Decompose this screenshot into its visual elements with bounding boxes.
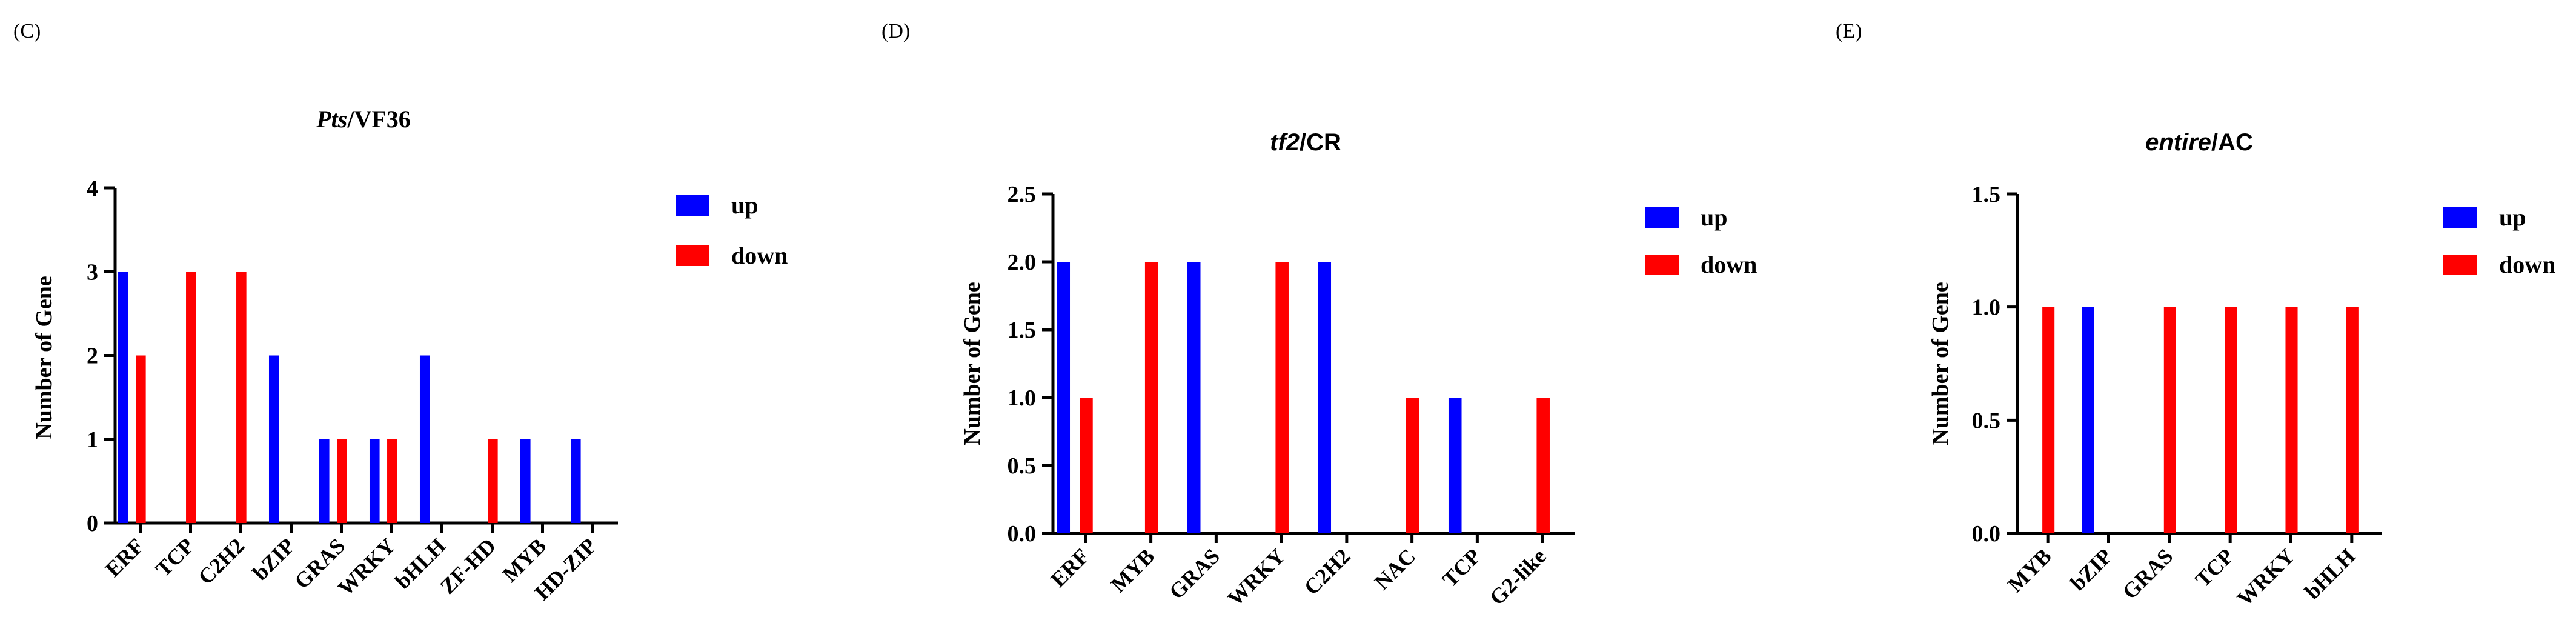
legend-swatch-up <box>676 195 709 216</box>
x-tick-label: MYB <box>1106 544 1160 597</box>
y-tick-label: 1.5 <box>1972 182 2001 207</box>
bar-down-WRKY <box>1275 262 1289 533</box>
y-tick-label: 1 <box>87 427 98 453</box>
bar-down-GRAS <box>337 439 347 523</box>
legend-label-down: down <box>1701 251 1757 278</box>
y-axis-title: Number of Gene <box>1928 282 1953 445</box>
bar-down-ERF <box>1080 398 1093 533</box>
x-tick-label: GRAS <box>1164 544 1224 604</box>
legend-swatch-down <box>2443 255 2477 275</box>
bar-down-WRKY <box>387 439 397 523</box>
bar-down-TCP <box>2225 307 2237 533</box>
chart-title: entire/AC <box>2145 129 2253 156</box>
bar-down-C2H2 <box>236 272 247 523</box>
chart-panel-2: (D) tf2/CR 0.0 0.5 1.0 1.5 2.0 2.5 Number of Gen… <box>881 20 1757 611</box>
y-tick-label: 0.0 <box>1972 521 2001 547</box>
y-tick-label: 0.5 <box>1972 408 2001 433</box>
bar-down-WRKY <box>2285 307 2298 533</box>
panel-label: (E) <box>1836 20 1862 42</box>
x-tick-label: TCP <box>1438 544 1486 592</box>
y-axis-title: Number of Gene <box>32 276 57 439</box>
x-tick-label: MYB <box>2003 544 2056 597</box>
legend-label-down: down <box>2499 251 2555 278</box>
bar-up-bHLH <box>419 355 430 523</box>
x-tick-label: bHLH <box>2300 544 2360 604</box>
chart-panel-3: (E) entire/AC 0.0 0.5 1.0 1.5 Number of Gene MY… <box>1836 20 2555 611</box>
y-tick-label: 0 <box>87 511 98 536</box>
legend-label-down: down <box>731 242 788 269</box>
x-tick-label: ERF <box>1046 544 1094 592</box>
chart-panel-1: (C) Pts/VF36 0 1 2 3 4 Number of Gene ERF TCPC2H2… <box>13 20 788 605</box>
x-tick-label: WRKY <box>333 533 400 600</box>
x-tick-label: bZIP <box>2065 544 2117 595</box>
bar-down-bHLH <box>2346 307 2359 533</box>
bar-up-C2H2 <box>1318 262 1332 533</box>
bar-down-ERF <box>136 355 146 523</box>
bar-up-TCP <box>1448 398 1462 533</box>
bar-up-GRAS <box>1187 262 1201 533</box>
x-tick-label: TCP <box>151 533 199 581</box>
bar-up-HD-ZIP <box>570 439 581 523</box>
bar-down-TCP <box>186 272 196 523</box>
bar-up-GRAS <box>319 439 330 523</box>
y-tick-label: 2 <box>87 344 98 369</box>
x-tick-label: C2H2 <box>193 533 249 589</box>
legend-swatch-up <box>1645 207 1679 228</box>
legend-swatch-down <box>676 245 709 266</box>
bar-down-G2-like <box>1536 398 1550 533</box>
x-tick-label: WRKY <box>1223 544 1289 610</box>
bar-up-ERF <box>118 272 128 523</box>
bar-up-WRKY <box>369 439 380 523</box>
y-tick-label: 0.0 <box>1007 521 1037 547</box>
x-tick-label: G2-like <box>1485 544 1551 610</box>
chart-title: tf2/CR <box>1270 129 1341 156</box>
bar-down-GRAS <box>2163 307 2176 533</box>
legend-label-up: up <box>1701 204 1728 231</box>
x-tick-label: C2H2 <box>1300 544 1355 599</box>
y-tick-label: 1.0 <box>1972 295 2001 321</box>
bar-up-bZIP <box>268 355 279 523</box>
y-tick-label: 3 <box>87 259 98 285</box>
y-tick-label: 1.0 <box>1007 385 1037 411</box>
bar-down-MYB <box>2042 307 2055 533</box>
y-tick-label: 4 <box>87 176 98 201</box>
y-tick-label: 2.0 <box>1007 250 1037 275</box>
panel-label: (C) <box>13 20 41 42</box>
legend-label-up: up <box>731 192 759 219</box>
bar-down-MYB <box>1144 262 1158 533</box>
y-axis-title: Number of Gene <box>960 282 985 445</box>
y-tick-label: 0.5 <box>1007 453 1037 479</box>
bar-down-NAC <box>1406 398 1419 533</box>
y-tick-label: 1.5 <box>1007 318 1037 343</box>
bar-up-ERF <box>1057 262 1071 533</box>
x-tick-label: TCP <box>2191 544 2239 592</box>
bar-down-ZF-HD <box>488 439 498 523</box>
bar-up-bZIP <box>2082 307 2094 533</box>
legend-swatch-down <box>1645 255 1679 275</box>
chart-title: Pts/VF36 <box>316 105 411 133</box>
x-tick-label: WRKY <box>2232 544 2299 610</box>
x-tick-label: NAC <box>1370 544 1420 594</box>
x-tick-label: ERF <box>101 533 148 581</box>
x-tick-label: GRAS <box>2117 544 2177 604</box>
x-tick-label: ZF-HD <box>436 533 500 598</box>
legend-label-up: up <box>2499 204 2526 231</box>
panel-label: (D) <box>881 20 910 42</box>
y-tick-label: 2.5 <box>1007 182 1037 207</box>
bar-up-MYB <box>520 439 531 523</box>
legend-swatch-up <box>2443 207 2477 228</box>
